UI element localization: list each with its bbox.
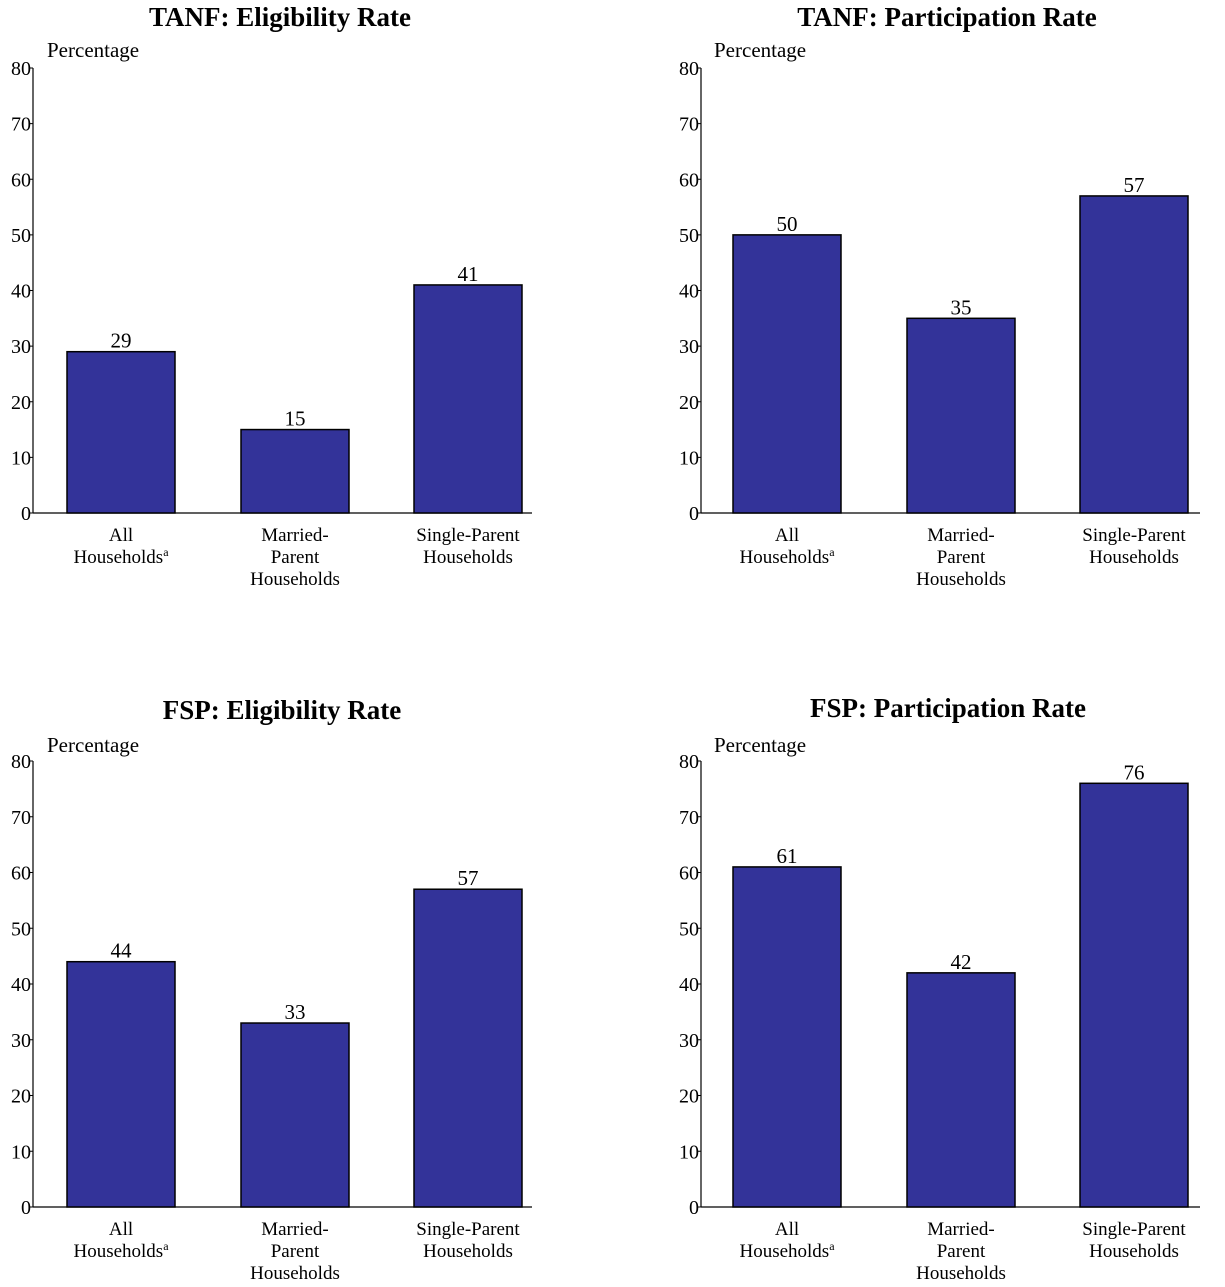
bar-value-label: 50 bbox=[777, 212, 798, 236]
y-tick-label: 20 bbox=[11, 1086, 31, 1108]
bar-value-label: 61 bbox=[777, 844, 798, 868]
y-tick-label: 20 bbox=[11, 392, 31, 414]
bar bbox=[413, 284, 523, 514]
bar bbox=[66, 350, 176, 514]
bar-value-label: 42 bbox=[951, 950, 972, 974]
bar bbox=[240, 428, 350, 514]
bar-value-label: 76 bbox=[1124, 760, 1145, 784]
y-tick-label: 60 bbox=[679, 169, 699, 191]
y-axis-label: Percentage bbox=[47, 38, 139, 62]
y-tick-label: 80 bbox=[679, 58, 699, 80]
chart-panel-2: TANF: Participation Rate Percentage 0 10 20 3… bbox=[679, 2, 1200, 590]
y-tick-label: 70 bbox=[679, 114, 699, 136]
y-tick-label: 50 bbox=[11, 225, 31, 247]
bar bbox=[240, 1022, 350, 1208]
x-category-label: Married-Parent Households bbox=[250, 525, 340, 590]
x-category-label: All Householdsa bbox=[73, 1219, 169, 1262]
bar bbox=[1079, 195, 1189, 514]
y-tick-label: 30 bbox=[679, 1030, 699, 1052]
y-tick-label: 10 bbox=[11, 1141, 31, 1163]
y-tick-label: 0 bbox=[21, 1197, 31, 1219]
x-category-label: Married-Parent Households bbox=[916, 1219, 1006, 1284]
y-tick-label: 10 bbox=[679, 447, 699, 469]
bar bbox=[732, 234, 842, 514]
bar-value-label: 57 bbox=[458, 866, 479, 890]
y-tick-label: 10 bbox=[679, 1141, 699, 1163]
chart-title: TANF: Participation Rate bbox=[797, 2, 1096, 32]
y-tick-label: 0 bbox=[689, 1197, 699, 1219]
y-tick-label: 0 bbox=[21, 503, 31, 525]
x-category-label: All Householdsa bbox=[739, 525, 835, 568]
y-tick-label: 20 bbox=[679, 1086, 699, 1108]
y-axis-label: Percentage bbox=[714, 38, 806, 62]
y-tick-label: 40 bbox=[679, 974, 699, 996]
bar-value-label: 41 bbox=[458, 262, 479, 286]
bar bbox=[906, 317, 1016, 514]
bar bbox=[906, 972, 1016, 1208]
y-tick-label: 70 bbox=[11, 807, 31, 829]
y-tick-label: 10 bbox=[11, 447, 31, 469]
y-tick-label: 40 bbox=[11, 281, 31, 303]
bar-value-label: 44 bbox=[111, 939, 133, 963]
y-tick-label: 50 bbox=[679, 225, 699, 247]
y-tick-label: 40 bbox=[11, 974, 31, 996]
bar-value-label: 29 bbox=[111, 329, 132, 353]
y-tick-label: 70 bbox=[679, 807, 699, 829]
chart-panel-1: TANF: Eligibility Rate Percentage 0 10 20 30 4… bbox=[11, 2, 532, 590]
footnote-marker: a bbox=[163, 545, 169, 559]
y-tick-label: 80 bbox=[11, 751, 31, 773]
bar-value-label: 15 bbox=[285, 407, 306, 431]
y-tick-label: 40 bbox=[679, 281, 699, 303]
x-category-label: Single-Parent Households bbox=[416, 1219, 520, 1262]
y-tick-label: 30 bbox=[11, 1030, 31, 1052]
y-tick-label: 60 bbox=[679, 863, 699, 885]
y-tick-label: 20 bbox=[679, 392, 699, 414]
y-tick-label: 80 bbox=[11, 58, 31, 80]
bar-value-label: 33 bbox=[285, 1000, 306, 1024]
bar bbox=[66, 960, 176, 1208]
x-category-label: Single-Parent Households bbox=[1082, 525, 1186, 568]
y-tick-label: 60 bbox=[11, 169, 31, 191]
x-category-label: Single-Parent Households bbox=[416, 525, 520, 568]
y-tick-label: 30 bbox=[679, 336, 699, 358]
y-tick-label: 50 bbox=[11, 918, 31, 940]
x-category-label: Single-Parent Households bbox=[1082, 1219, 1186, 1262]
footnote-marker: a bbox=[163, 1239, 169, 1253]
y-tick-label: 0 bbox=[689, 503, 699, 525]
y-tick-label: 60 bbox=[11, 863, 31, 885]
bar-value-label: 57 bbox=[1124, 173, 1145, 197]
bar bbox=[413, 888, 523, 1208]
bar bbox=[1079, 782, 1189, 1208]
footnote-marker: a bbox=[829, 1239, 835, 1253]
y-tick-label: 30 bbox=[11, 336, 31, 358]
chart-title: FSP: Eligibility Rate bbox=[163, 695, 402, 725]
y-tick-label: 70 bbox=[11, 114, 31, 136]
y-tick-label: 80 bbox=[679, 751, 699, 773]
bar-value-label: 35 bbox=[951, 295, 972, 319]
x-category-label: Married-Parent Households bbox=[250, 1219, 340, 1284]
footnote-marker: a bbox=[829, 545, 835, 559]
chart-title: TANF: Eligibility Rate bbox=[149, 2, 411, 32]
bar bbox=[732, 866, 842, 1208]
y-tick-label: 50 bbox=[679, 918, 699, 940]
y-axis-label: Percentage bbox=[714, 733, 806, 757]
y-axis-label: Percentage bbox=[47, 733, 139, 757]
x-category-label: All Householdsa bbox=[73, 525, 169, 568]
x-category-label: Married-Parent Households bbox=[916, 525, 1006, 590]
chart-panel-3: FSP: Eligibility Rate Percentage 0 10 20 30 40… bbox=[11, 695, 532, 1284]
x-category-label: All Householdsa bbox=[739, 1219, 835, 1262]
chart-title: FSP: Participation Rate bbox=[810, 693, 1086, 723]
